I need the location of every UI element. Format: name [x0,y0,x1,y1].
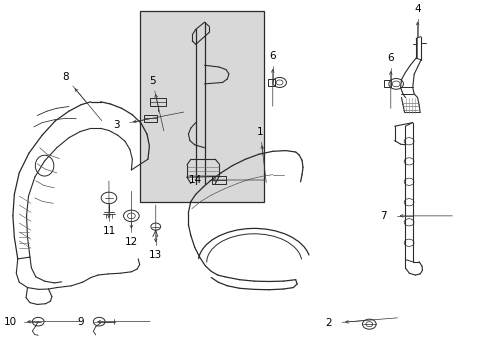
FancyBboxPatch shape [140,12,264,202]
Text: 9: 9 [77,317,84,327]
Text: 1: 1 [257,127,263,138]
Text: 11: 11 [102,226,115,236]
Text: 4: 4 [413,4,420,14]
Text: 5: 5 [149,76,156,86]
Text: 3: 3 [113,120,120,130]
Text: 6: 6 [386,53,393,63]
Text: 14: 14 [189,175,202,185]
Text: 2: 2 [325,319,331,328]
Text: 10: 10 [4,317,17,327]
Text: 12: 12 [124,237,138,247]
Text: 13: 13 [149,250,162,260]
Text: 8: 8 [62,72,69,82]
Text: 6: 6 [269,51,276,61]
Text: 7: 7 [379,211,386,221]
